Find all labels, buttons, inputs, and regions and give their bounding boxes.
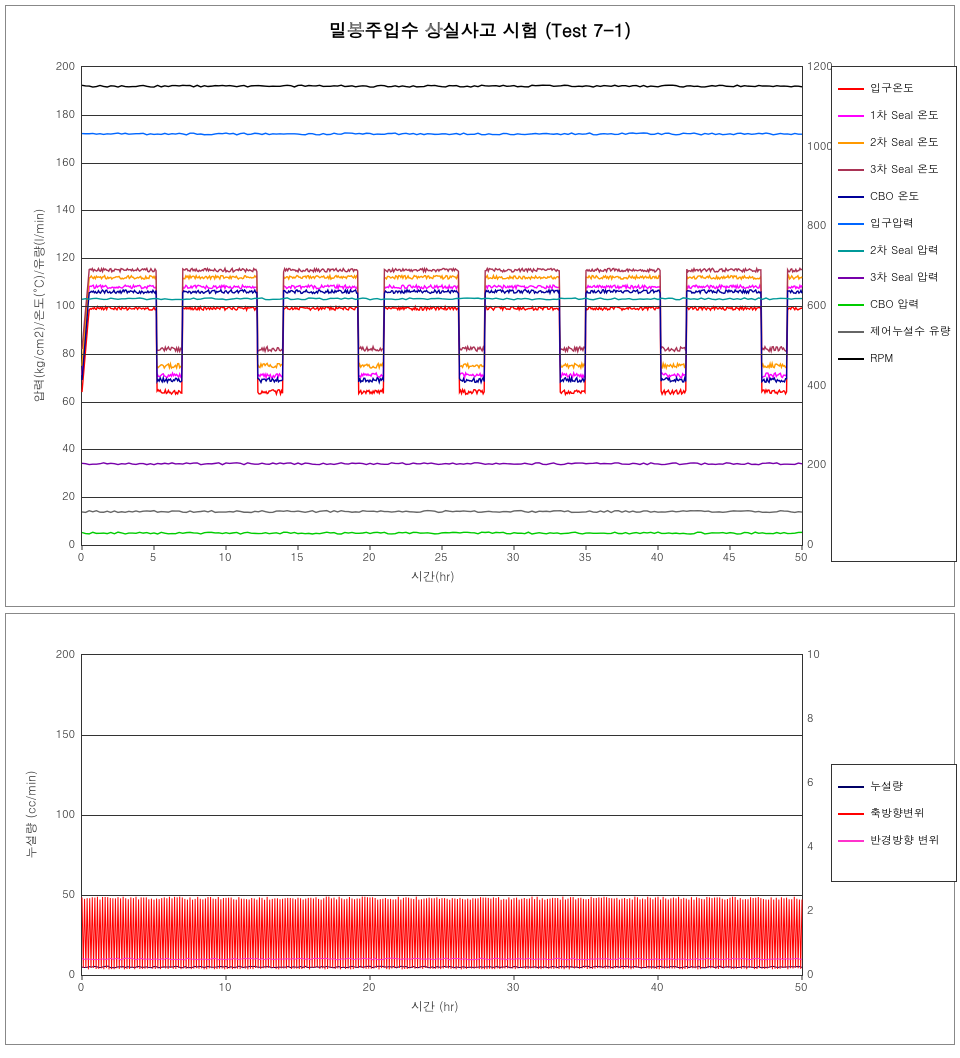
x-label-1: 시간(hr)	[411, 568, 455, 585]
series-line	[82, 532, 802, 534]
legend-item: CBO 압력	[838, 291, 950, 318]
x-tick: 25	[426, 550, 456, 565]
y-right-tick: 8	[807, 711, 813, 726]
legend-item: 2차 Seal 온도	[838, 129, 950, 156]
plot-area-2	[81, 654, 803, 976]
y-left-tick: 200	[41, 59, 75, 74]
legend-label: 2차 Seal 압력	[870, 243, 939, 258]
y-left-tick: 120	[41, 250, 75, 265]
legend-item: 1차 Seal 온도	[838, 102, 950, 129]
legend-item: 입구압력	[838, 210, 950, 237]
y-right-tick: 200	[807, 457, 826, 472]
legend-label: 3차 Seal 온도	[870, 162, 939, 177]
y-right-tick: 1200	[807, 59, 833, 74]
legend-item: 축방향변위	[838, 800, 950, 827]
y-right-tick: 600	[807, 298, 826, 313]
legend-item: 3차 Seal 온도	[838, 156, 950, 183]
legend-item: RPM	[838, 345, 950, 372]
y-right-tick: 800	[807, 218, 826, 233]
x-tick: 30	[498, 550, 528, 565]
legend-2: 누설량축방향변위반경방향 변위	[831, 764, 957, 882]
x-tick: 35	[570, 550, 600, 565]
legend-label: 1차 Seal 온도	[870, 108, 939, 123]
legend-label: 입구온도	[870, 81, 914, 96]
y-left-tick: 20	[41, 489, 75, 504]
x-tick: 10	[210, 980, 240, 995]
y-left-tick: 180	[41, 107, 75, 122]
series-line	[82, 307, 802, 395]
series-line	[82, 298, 802, 300]
y-left-tick: 50	[41, 887, 75, 902]
y-left-tick: 100	[41, 807, 75, 822]
legend-1: 입구온도 1차 Seal 온도 2차 Seal 온도 3차 Seal 온도 CBO 온도…	[831, 66, 957, 562]
y-left-tick: 160	[41, 155, 75, 170]
series-line	[82, 85, 802, 87]
legend-label: 제어누설수 유량	[870, 324, 951, 339]
y-left-tick: 200	[41, 647, 75, 662]
y-right-tick: 400	[807, 378, 826, 393]
chart-panel-2: 누설량 (cc/min) 변위 (mm) 시간 (hr) 누설량축방향변위반경방…	[5, 613, 955, 1045]
legend-label: 2차 Seal 온도	[870, 135, 939, 150]
y-right-tick: 4	[807, 839, 813, 854]
legend-item: 입구온도	[838, 75, 950, 102]
series-line	[82, 463, 802, 465]
x-tick: 50	[786, 980, 816, 995]
y-left-tick: 60	[41, 394, 75, 409]
x-tick: 40	[642, 550, 672, 565]
y-right-tick: 10	[807, 647, 820, 662]
legend-label: CBO 온도	[870, 189, 919, 204]
chart-panel-1: 밀봉주입수 상실사고 시험 (Test 7-1) 압력(kg/cm2)/온도(°…	[5, 5, 955, 607]
legend-item: CBO 온도	[838, 183, 950, 210]
y-left-tick: 100	[41, 298, 75, 313]
y-right-tick: 1000	[807, 139, 833, 154]
legend-label: RPM	[870, 351, 893, 366]
x-tick: 20	[354, 980, 384, 995]
y-left-tick: 150	[41, 727, 75, 742]
y-right-tick: 6	[807, 775, 813, 790]
chart-title: 밀봉주입수 상실사고 시험 (Test 7-1)	[6, 6, 954, 43]
legend-item: 3차 Seal 압력	[838, 264, 950, 291]
legend-item: 반경방향 변위	[838, 827, 950, 854]
y-left-tick: 40	[41, 441, 75, 456]
series-line	[82, 268, 802, 351]
x-label-2: 시간 (hr)	[411, 998, 459, 1015]
legend-item: 누설량	[838, 773, 950, 800]
series-line	[82, 133, 802, 135]
y-left-tick: 140	[41, 202, 75, 217]
plot-area-1	[81, 66, 803, 546]
x-tick: 50	[786, 550, 816, 565]
x-tick: 5	[138, 550, 168, 565]
legend-label: CBO 압력	[870, 297, 919, 312]
legend-item: 2차 Seal 압력	[838, 237, 950, 264]
x-tick: 45	[714, 550, 744, 565]
legend-item: 제어누설수 유량	[838, 318, 950, 345]
x-tick: 0	[66, 550, 96, 565]
series-line	[82, 958, 802, 960]
y-left-label-2: 누설량 (cc/min)	[22, 771, 39, 859]
legend-label: 축방향변위	[870, 806, 925, 821]
legend-label: 반경방향 변위	[870, 833, 940, 848]
x-tick: 30	[498, 980, 528, 995]
series-line	[82, 290, 802, 383]
y-left-tick: 80	[41, 346, 75, 361]
legend-label: 누설량	[870, 779, 903, 794]
x-tick: 20	[354, 550, 384, 565]
x-tick: 40	[642, 980, 672, 995]
legend-label: 3차 Seal 압력	[870, 270, 939, 285]
x-tick: 0	[66, 980, 96, 995]
x-tick: 10	[210, 550, 240, 565]
legend-label: 입구압력	[870, 216, 914, 231]
y-right-tick: 2	[807, 903, 813, 918]
x-tick: 15	[282, 550, 312, 565]
series-line	[82, 511, 802, 513]
series-line	[82, 966, 802, 968]
